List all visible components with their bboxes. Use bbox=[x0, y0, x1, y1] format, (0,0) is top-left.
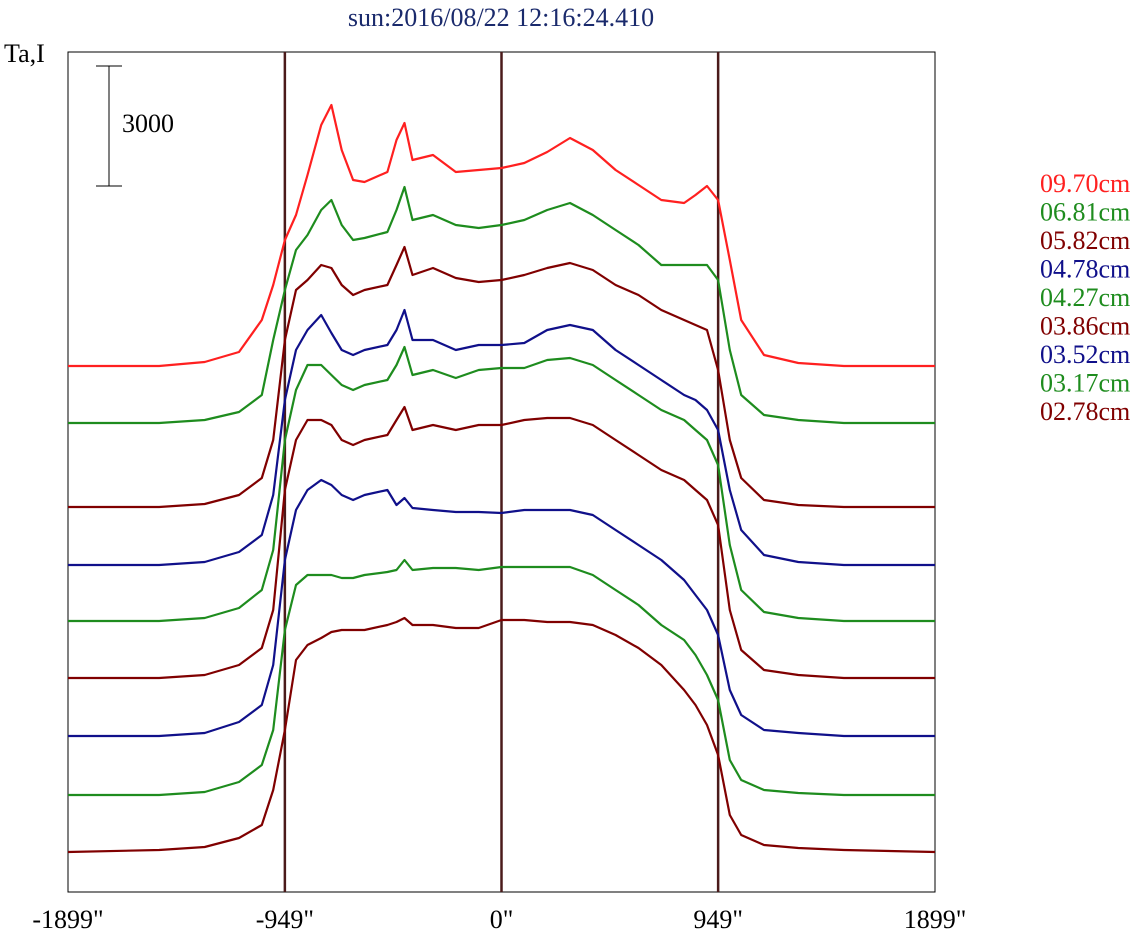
series-line bbox=[68, 345, 935, 623]
legend-label: 02.78cm bbox=[1040, 397, 1130, 426]
legend-label: 09.70cm bbox=[1040, 169, 1130, 198]
scale-bar-label: 3000 bbox=[122, 109, 174, 138]
series-line bbox=[68, 308, 935, 567]
series-line bbox=[68, 405, 935, 680]
x-tick-label: 0" bbox=[490, 905, 514, 934]
x-tick-label: 949" bbox=[693, 905, 743, 934]
x-tick-label: -949" bbox=[256, 905, 314, 934]
series-line bbox=[68, 558, 935, 797]
legend-label: 03.52cm bbox=[1040, 340, 1130, 369]
chart-title: sun:2016/08/22 12:16:24.410 bbox=[348, 3, 654, 32]
legend-label: 04.78cm bbox=[1040, 254, 1130, 283]
series-line bbox=[68, 103, 935, 368]
series-line bbox=[68, 185, 935, 425]
series-line bbox=[68, 245, 935, 509]
legend-label: 03.17cm bbox=[1040, 368, 1130, 397]
legend-label: 06.81cm bbox=[1040, 197, 1130, 226]
series-line bbox=[68, 478, 935, 738]
y-axis-label: Ta,I bbox=[4, 39, 45, 68]
legend-label: 05.82cm bbox=[1040, 226, 1130, 255]
legend-label: 03.86cm bbox=[1040, 311, 1130, 340]
series-line bbox=[67, 616, 936, 854]
legend-label: 04.27cm bbox=[1040, 283, 1130, 312]
x-tick-label: 1899" bbox=[904, 905, 967, 934]
x-tick-label: -1899" bbox=[32, 905, 103, 934]
